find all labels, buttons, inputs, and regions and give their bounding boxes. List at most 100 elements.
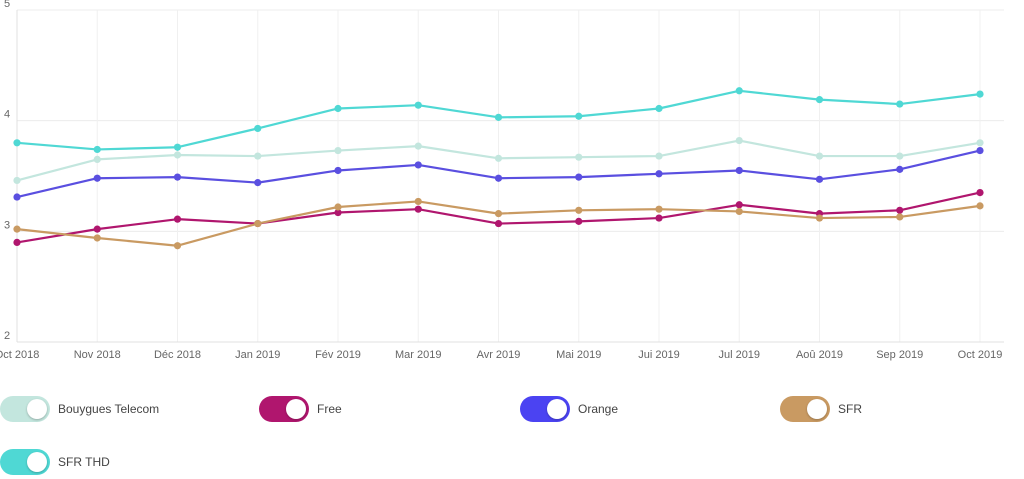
data-point [655,152,663,160]
toggle-switch[interactable] [780,396,830,422]
data-point [735,207,743,216]
x-tick-label: Mar 2019 [395,349,441,361]
chart-series [13,87,984,250]
data-point [13,176,21,185]
data-point [334,208,342,217]
data-point [575,153,583,161]
data-point [173,143,182,151]
data-point [735,201,743,209]
x-tick-label: Oct 2019 [958,349,1003,361]
data-point [896,165,904,173]
series-orange [13,146,984,201]
data-point [93,225,101,233]
data-point [173,173,182,181]
data-point [93,155,101,163]
data-point [173,215,182,223]
data-point [334,166,342,175]
data-point [494,210,503,218]
toggle-knob [27,452,47,472]
legend-label: Orange [578,402,619,416]
series-bouygues-telecom [13,136,984,185]
series-free [13,189,984,246]
data-point [13,193,21,201]
data-point [494,174,503,182]
data-point [334,104,342,113]
toggle-switch[interactable] [0,449,50,475]
toggle-knob [286,399,306,419]
data-point [575,217,583,225]
data-point [815,175,824,183]
legend-item-bouygues-telecom[interactable]: Bouygues Telecom [0,396,159,422]
data-point [896,152,904,160]
data-point [93,145,101,154]
data-point [414,205,422,213]
legend-label: SFR THD [58,455,110,469]
data-point [13,225,21,233]
data-point [896,213,904,221]
line-chart: 2 3 4 5 Oct 2018 Nov 2018 Déc 2018 Jan 2019 Fév… [0,0,1004,361]
data-point [414,197,422,206]
data-point [815,152,824,160]
y-tick-label: 4 [4,109,10,121]
data-point [896,100,904,108]
y-axis: 2 3 4 5 [4,0,10,342]
data-point [655,170,663,178]
y-tick-label: 5 [4,0,10,10]
data-point [976,202,984,210]
data-point [173,151,182,159]
data-point [575,112,583,120]
x-tick-label: Sep 2019 [876,349,923,361]
data-point [173,242,182,250]
x-axis: Oct 2018 Nov 2018 Déc 2018 Jan 2019 Fév 2019… [0,349,1002,361]
legend-label: Bouygues Telecom [58,402,160,416]
data-point [735,136,743,145]
data-point [976,146,984,155]
chart-grid [16,9,1004,343]
legend-item-sfr[interactable]: SFR [780,396,862,422]
x-tick-label: Avr 2019 [477,349,521,361]
legend-item-orange[interactable]: Orange [520,396,618,422]
data-point [13,238,21,246]
data-point [655,205,663,213]
data-point [334,146,342,155]
toggle-knob [807,399,827,419]
data-point [735,166,743,175]
data-point [13,139,21,147]
legend-label: SFR [838,402,862,416]
data-point [494,154,503,162]
data-point [494,219,503,228]
data-point [93,234,101,242]
data-point [896,206,904,214]
data-point [254,152,262,160]
data-point [575,173,583,181]
legend-label: Free [317,402,342,416]
y-tick-label: 3 [4,219,10,231]
data-point [976,90,984,98]
x-tick-label: Jan 2019 [235,349,280,361]
data-point [254,179,262,187]
data-point [815,214,824,222]
x-tick-label: Oct 2018 [0,349,39,361]
data-point [655,104,663,113]
toggle-knob [547,399,567,419]
toggle-switch[interactable] [259,396,309,422]
x-tick-label: Déc 2018 [154,349,201,361]
legend-item-free[interactable]: Free [259,396,342,422]
x-tick-label: Aoû 2019 [796,349,843,361]
data-point [414,161,422,169]
x-tick-label: Mai 2019 [556,349,601,361]
data-point [735,87,743,95]
series-sfr-thd [13,87,984,154]
data-point [575,206,583,214]
legend-item-sfr-thd[interactable]: SFR THD [0,449,110,475]
data-point [494,113,503,121]
data-point [976,139,984,147]
x-tick-label: Jul 2019 [718,349,760,361]
toggle-knob [27,399,47,419]
data-point [93,174,101,182]
data-point [655,214,663,222]
toggle-switch[interactable] [520,396,570,422]
data-point [976,189,984,197]
x-tick-label: Fév 2019 [315,349,361,361]
toggle-switch[interactable] [0,396,50,422]
